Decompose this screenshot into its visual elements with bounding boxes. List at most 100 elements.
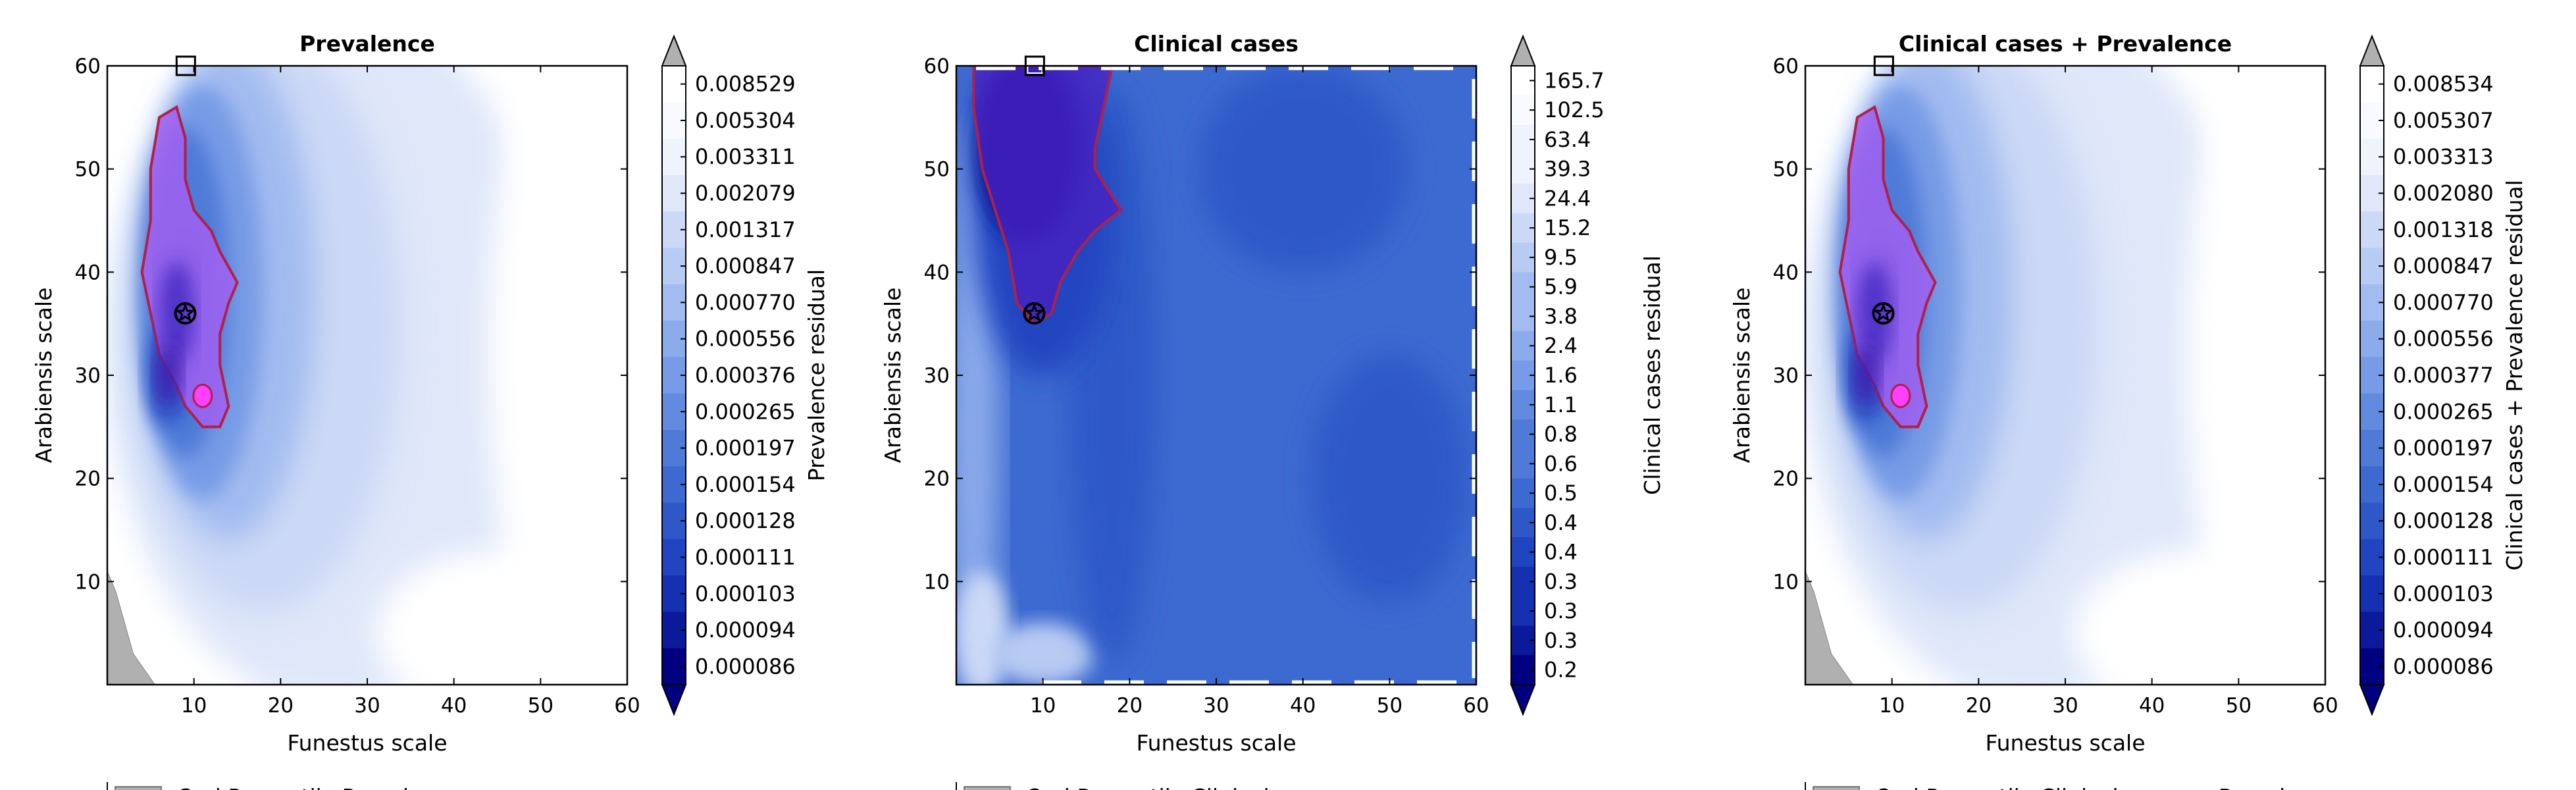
y-tick-label: 60 bbox=[924, 55, 950, 78]
y-tick-label: 40 bbox=[75, 261, 101, 284]
colorbar: 165.7 102.5 63.4 39.3 24.4 15.2 9.5 5.9 3.8 2.4 1.… bbox=[1510, 34, 1665, 716]
plot-area bbox=[1805, 66, 2325, 685]
colorbar-tick-label: 0.000770 bbox=[2393, 290, 2494, 315]
y-tick-label: 30 bbox=[924, 364, 950, 388]
colorbar-tick-label: 0.2 bbox=[1544, 658, 1578, 683]
colorbar-label: Clinical cases residual bbox=[1639, 255, 1665, 495]
colorbar-tick-label: 2.4 bbox=[1544, 333, 1578, 358]
x-tick-label: 20 bbox=[1966, 694, 1992, 718]
legend: 2nd Percentile Clinical bbox=[956, 782, 1270, 790]
y-tick-label: 50 bbox=[924, 158, 950, 182]
contour-band bbox=[1853, 344, 1879, 406]
colorbar-extend-top bbox=[2359, 34, 2385, 66]
colorbar-tick-label: 1.6 bbox=[1544, 363, 1578, 388]
x-tick-label: 60 bbox=[2312, 694, 2338, 718]
x-axis-label: Funestus scale bbox=[1136, 730, 1296, 756]
contour-band bbox=[2074, 550, 2317, 685]
x-tick-label: 10 bbox=[181, 694, 207, 718]
y-tick-label: 10 bbox=[1773, 570, 1799, 594]
colorbar-tick-label: 15.2 bbox=[1544, 215, 1591, 240]
plot-area bbox=[107, 66, 627, 685]
secondary-marker bbox=[1890, 383, 1911, 408]
colorbar: 0.008529 0.005304 0.003311 0.002079 0.001317… bbox=[661, 34, 829, 716]
panel-3: 10 20 30 40 50 60 10 20 30 40 50 60 Clinical cases +… bbox=[1729, 31, 2527, 790]
colorbar-tick-label: 1.1 bbox=[1544, 392, 1578, 417]
colorbar-tick-label: 0.003311 bbox=[695, 144, 796, 169]
x-axis-label: Funestus scale bbox=[1985, 730, 2145, 756]
colorbar-tick-label: 0.002079 bbox=[695, 181, 796, 206]
colorbar-tick-label: 0.000094 bbox=[2393, 618, 2494, 643]
plot-area bbox=[956, 66, 1476, 685]
panels: 10 20 30 40 50 60 10 20 30 40 50 60 Prevalence Funest… bbox=[31, 31, 2527, 790]
colorbar-tick-label: 0.000197 bbox=[695, 436, 796, 461]
x-tick-label: 50 bbox=[2226, 694, 2252, 718]
colorbar-tick-label: 0.000103 bbox=[2393, 581, 2494, 606]
colorbar-tick-label: 0.6 bbox=[1544, 451, 1578, 476]
colorbar-tick-label: 0.000154 bbox=[695, 472, 796, 497]
colorbar-tick-label: 0.000556 bbox=[2393, 327, 2494, 352]
legend-label: 2nd Percentile Prevalence bbox=[180, 784, 461, 790]
x-tick-label: 60 bbox=[1463, 694, 1489, 718]
colorbar-tick-label: 0.002080 bbox=[2393, 181, 2494, 206]
colorbar-tick-label: 0.008529 bbox=[695, 72, 796, 97]
colorbar-tick-label: 0.000265 bbox=[2393, 399, 2494, 424]
y-tick-label: 50 bbox=[1773, 158, 1799, 182]
colorbar-tick-label: 0.000265 bbox=[695, 399, 796, 424]
colorbar-extend-bottom bbox=[1510, 684, 1536, 716]
colorbar-tick-label: 5.9 bbox=[1544, 275, 1578, 300]
legend: 2nd Percentile Prevalence bbox=[107, 782, 461, 790]
y-tick-label: 40 bbox=[924, 261, 950, 284]
colorbar-extend-bottom bbox=[2359, 684, 2385, 716]
colorbar-tick-label: 0.000103 bbox=[695, 581, 796, 606]
colorbar-label: Prevalence residual bbox=[804, 269, 829, 481]
colorbar-tick-label: 24.4 bbox=[1544, 186, 1591, 211]
contour-band bbox=[1198, 66, 1407, 273]
colorbar-tick-label: 102.5 bbox=[1544, 97, 1605, 122]
panel-title: Clinical cases bbox=[1134, 31, 1299, 57]
colorbar-tick-label: 0.000128 bbox=[695, 508, 796, 533]
x-tick-label: 20 bbox=[1117, 694, 1143, 718]
colorbar-tick-label: 0.4 bbox=[1544, 510, 1578, 535]
contour-band bbox=[991, 623, 1095, 685]
colorbar-tick-label: 0.000377 bbox=[2393, 363, 2494, 388]
colorbar-extend-top bbox=[1510, 34, 1536, 66]
colorbar-tick-label: 0.005304 bbox=[695, 108, 796, 133]
nan-region bbox=[1805, 571, 1854, 685]
panel-1: 10 20 30 40 50 60 10 20 30 40 50 60 Prevalence Funest… bbox=[31, 31, 829, 790]
x-tick-label: 40 bbox=[1290, 694, 1316, 718]
secondary-marker bbox=[192, 383, 213, 408]
y-tick-label: 40 bbox=[1773, 261, 1799, 284]
colorbar-tick-label: 0.003313 bbox=[2393, 144, 2494, 169]
panel-2: 10 20 30 40 50 60 10 20 30 40 50 60 Clinical cases Fu… bbox=[880, 31, 1665, 790]
minimum-region bbox=[972, 66, 1123, 326]
colorbar-tick-label: 0.000847 bbox=[695, 253, 796, 278]
colorbar-tick-label: 3.8 bbox=[1544, 303, 1578, 329]
y-tick-label: 20 bbox=[924, 467, 950, 491]
x-axis-label: Funestus scale bbox=[287, 730, 447, 756]
colorbar-tick-label: 0.000770 bbox=[695, 290, 796, 315]
legend-swatch bbox=[1813, 786, 1860, 790]
x-tick-label: 30 bbox=[354, 694, 380, 718]
colorbar-tick-label: 0.000847 bbox=[2393, 253, 2494, 278]
legend-swatch bbox=[115, 786, 162, 790]
colorbar-tick-label: 0.000154 bbox=[2393, 472, 2494, 497]
legend-label: 2nd Percentile Clinical cases + Prevalen… bbox=[1878, 784, 2338, 790]
colorbar-tick-label: 0.001317 bbox=[695, 217, 796, 242]
contour-band bbox=[376, 550, 619, 685]
colorbar: 0.008534 0.005307 0.003313 0.002080 0.001318… bbox=[2359, 34, 2527, 716]
y-tick-label: 10 bbox=[75, 570, 101, 594]
x-tick-label: 50 bbox=[1377, 694, 1403, 718]
minimum-marker-star bbox=[174, 302, 196, 323]
minimum-marker-star bbox=[1023, 302, 1045, 323]
contour-band bbox=[1311, 354, 1468, 602]
colorbar-tick-label: 0.3 bbox=[1544, 598, 1578, 623]
y-tick-label: 30 bbox=[75, 364, 101, 388]
y-tick-label: 10 bbox=[924, 570, 950, 594]
x-tick-label: 40 bbox=[441, 694, 467, 718]
y-tick-label: 60 bbox=[75, 55, 101, 78]
y-axis-label: Arabiensis scale bbox=[880, 288, 906, 463]
y-axis-label: Arabiensis scale bbox=[31, 288, 57, 463]
colorbar-tick-label: 0.005307 bbox=[2393, 108, 2494, 133]
colorbar-tick-label: 0.8 bbox=[1544, 422, 1578, 447]
